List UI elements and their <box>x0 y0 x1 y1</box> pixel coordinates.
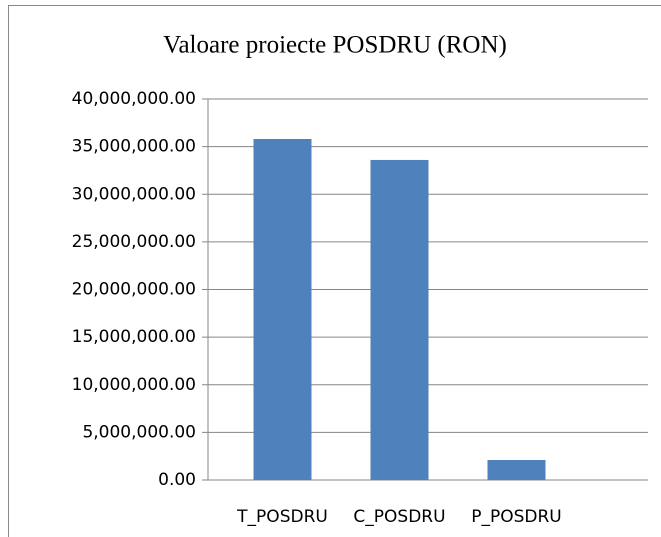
bar <box>370 159 429 480</box>
bar <box>487 459 546 480</box>
y-tick-label: 20,000,000.00 <box>72 280 196 300</box>
y-tick-label: 0.00 <box>158 470 196 490</box>
y-tick-label: 25,000,000.00 <box>72 232 196 252</box>
y-tick-label: 35,000,000.00 <box>72 137 196 157</box>
y-tick-label: 5,000,000.00 <box>82 422 196 442</box>
x-tick-label: T_POSDRU <box>236 507 328 527</box>
chart-title: Valoare proiecte POSDRU (RON) <box>163 32 507 59</box>
y-tick-label: 15,000,000.00 <box>72 327 196 347</box>
chart-frame <box>8 5 661 537</box>
y-tick-label: 40,000,000.00 <box>72 89 196 109</box>
y-tick-label: 10,000,000.00 <box>72 375 196 395</box>
bar <box>253 139 312 480</box>
y-tick-label: 30,000,000.00 <box>72 184 196 204</box>
x-tick-label: C_POSDRU <box>353 507 445 527</box>
x-tick-label: P_POSDRU <box>471 507 562 527</box>
